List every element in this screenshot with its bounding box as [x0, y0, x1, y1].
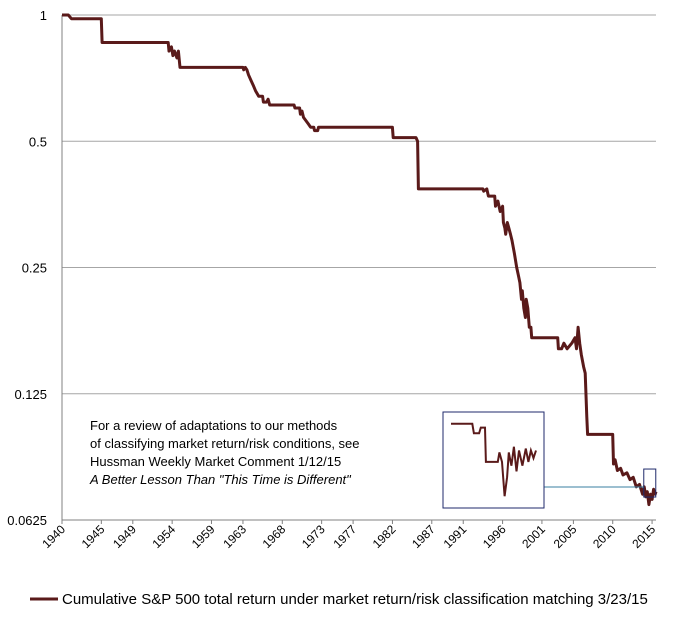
annotation-line-1: For a review of adaptations to our metho… — [90, 418, 338, 433]
inset-zoom — [442, 411, 657, 509]
highlight-box — [643, 468, 657, 498]
inset-series-line — [451, 422, 537, 497]
y-tick-label-3: 0.125 — [14, 387, 47, 402]
annotation-line-3: Hussman Weekly Market Comment 1/12/15 — [90, 454, 341, 469]
annotation-line-4: A Better Lesson Than "This Time is Diffe… — [89, 472, 352, 487]
x-axis: 1940 1945 1949 1954 1959 1963 1968 1973 1977 1982… — [39, 519, 658, 551]
plot-area — [62, 13, 658, 507]
gridlines — [62, 14, 656, 395]
legend-label: Cumulative S&P 500 total return under ma… — [62, 591, 648, 608]
y-tick-label-4: 0.0625 — [7, 513, 47, 528]
series-line-0 — [62, 13, 658, 507]
annotation-text: For a review of adaptations to our metho… — [89, 418, 360, 487]
y-axis: 1 0.5 0.25 0.125 0.0625 — [7, 8, 63, 528]
annotation-line-2: of classifying market return/risk condit… — [90, 436, 360, 451]
y-tick-label-1: 0.5 — [29, 134, 47, 149]
y-tick-label-2: 0.25 — [22, 261, 47, 276]
legend: Cumulative S&P 500 total return under ma… — [30, 591, 648, 608]
y-tick-label-0: 1 — [40, 8, 47, 23]
